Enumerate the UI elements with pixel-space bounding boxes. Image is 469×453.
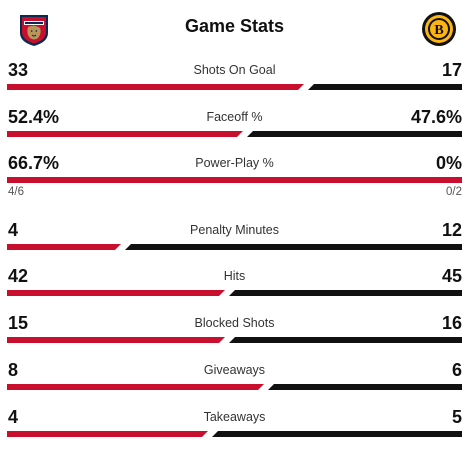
home-stat-bar: [7, 431, 208, 437]
stat-row: 52.4% Faceoff % 47.6%: [0, 106, 469, 153]
stat-row: 33 Shots On Goal 17: [0, 59, 469, 106]
away-stat-value: 17: [441, 60, 462, 80]
home-stat-bar: [7, 384, 264, 390]
away-stat-value: 12: [441, 220, 462, 240]
home-stat-bar: [7, 290, 225, 296]
stat-row: 66.7% Power-Play % 0% 4/6 0/2: [0, 152, 469, 199]
away-stat-bar: [308, 84, 462, 90]
stat-label: Penalty Minutes: [190, 223, 279, 237]
home-stat-bar: [7, 131, 243, 137]
home-stat-value: 42: [8, 266, 29, 286]
away-stat-bar: [268, 384, 462, 390]
home-stat-value: 4: [8, 220, 19, 240]
stat-label: Shots On Goal: [193, 63, 276, 77]
bruins-logo-icon: B: [421, 11, 457, 47]
game-stats-panel: Game Stats B 33 Shots On Goal 17 52.4% Faceo…: [0, 0, 469, 437]
away-stat-bar: [229, 290, 462, 296]
home-stat-value: 33: [8, 60, 29, 80]
away-stat-value: 47.6%: [410, 107, 462, 127]
home-stat-bar: [7, 84, 304, 90]
stat-label: Power-Play %: [195, 156, 274, 170]
home-stat-bar: [7, 244, 121, 250]
stat-row: 4 Penalty Minutes 12: [0, 219, 469, 266]
home-stat-bar: [7, 337, 225, 343]
stat-row: 4 Takeaways 5: [0, 406, 469, 453]
stat-label: Giveaways: [203, 363, 266, 377]
home-stat-bar: [7, 177, 462, 183]
away-stat-value: 16: [441, 313, 462, 333]
svg-text:B: B: [434, 23, 443, 38]
away-stat-value: 45: [441, 266, 462, 286]
page-title: Game Stats: [184, 16, 285, 36]
away-stat-value: 5: [451, 407, 462, 427]
away-stat-bar: [247, 131, 462, 137]
away-stat-detail: 0/2: [446, 186, 462, 198]
stat-label: Hits: [223, 269, 246, 283]
away-stat-value: 0%: [435, 153, 462, 173]
home-stat-value: 15: [8, 313, 29, 333]
stat-label: Takeaways: [203, 410, 266, 424]
stat-label: Blocked Shots: [194, 316, 275, 330]
stat-row: 8 Giveaways 6: [0, 359, 469, 406]
away-stat-bar: [212, 431, 462, 437]
home-stat-value: 52.4%: [8, 107, 60, 127]
home-stat-value: 66.7%: [8, 153, 60, 173]
away-stat-bar: [125, 244, 462, 250]
home-stat-value: 4: [8, 407, 19, 427]
stats-header: Game Stats B: [0, 0, 469, 56]
home-stat-detail: 4/6: [8, 186, 24, 198]
stat-row: 15 Blocked Shots 16: [0, 312, 469, 359]
home-stat-value: 8: [8, 360, 19, 380]
stat-row: 42 Hits 45: [0, 265, 469, 312]
panthers-logo-icon: [16, 11, 52, 47]
stat-label: Faceoff %: [206, 110, 263, 124]
away-stat-bar: [229, 337, 462, 343]
away-stat-value: 6: [451, 360, 462, 380]
